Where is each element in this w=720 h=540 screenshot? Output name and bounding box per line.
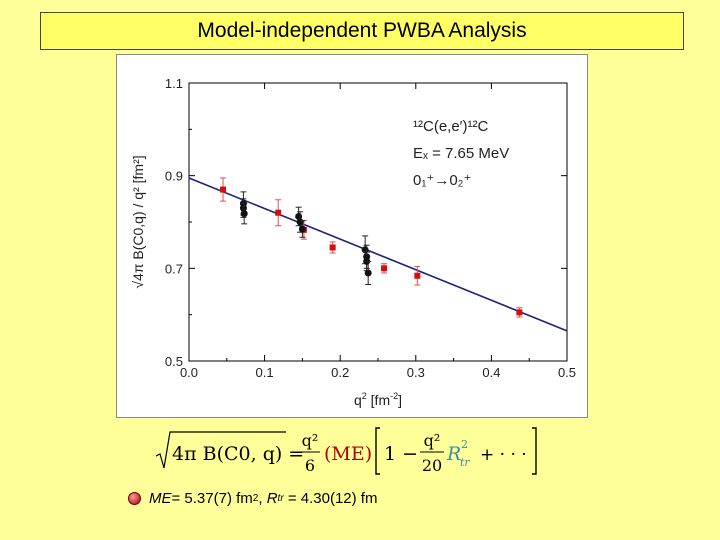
formula-frac1-den: 6 xyxy=(305,456,315,475)
result-me-exp: 2 xyxy=(252,493,259,504)
formula-me: (ME) xyxy=(324,443,372,465)
data-point-red xyxy=(516,309,523,316)
x-tick-label: 0.0 xyxy=(180,365,198,380)
data-point-red xyxy=(329,244,336,251)
data-point-black xyxy=(298,225,306,233)
formula-r-sub: tr xyxy=(460,456,470,469)
data-point-red xyxy=(275,209,282,216)
x-tick-label: 0.5 xyxy=(558,365,576,380)
x-tick-label: 0.4 xyxy=(482,365,500,380)
data-point-black xyxy=(240,210,248,218)
result-r-label: R xyxy=(266,490,278,507)
y-tick-label: 1.1 xyxy=(165,76,183,91)
y-tick-label: 0.7 xyxy=(165,261,183,276)
formula-frac2-den: 20 xyxy=(422,456,442,475)
data-point-black xyxy=(239,204,247,212)
data-point-black xyxy=(364,269,372,277)
result-r-sub: tr xyxy=(277,493,284,504)
chart-annotation: ¹²C(e,e′)¹²C xyxy=(413,118,488,135)
y-tick-label: 0.9 xyxy=(165,169,183,184)
result-separator: , xyxy=(258,490,267,507)
formula-frac1-num: q² xyxy=(302,431,319,450)
chart-annotation: Eₓ = 7.65 MeV xyxy=(413,145,509,162)
formula-one-minus: 1 − xyxy=(384,443,418,465)
x-tick-label: 0.1 xyxy=(256,365,274,380)
x-axis-label: q2 [fm-2] xyxy=(354,391,402,408)
formula-tail: + · · · xyxy=(480,445,527,465)
formula-r: R xyxy=(446,443,461,465)
formula-graphic: 4π B(C0, q) = q² 6 (ME) 1 − q² 20 R 2 tr… xyxy=(155,427,537,475)
pwba-chart: 0.0 0.1 0.2 0.3 0.4 0.5 0.5 0.7 0.9 1.1 ¹²C(e,e′)… xyxy=(130,76,576,408)
y-axis-label: √4π B(C0,q) / q² [fm²] xyxy=(130,155,146,288)
slide-title-text: Model-independent PWBA Analysis xyxy=(197,19,527,42)
data-point-red xyxy=(220,186,227,193)
slide-title: Model-independent PWBA Analysis xyxy=(40,12,684,50)
pwba-formula: 4π B(C0, q) = q² 6 (ME) 1 − q² 20 R 2 tr… xyxy=(150,422,550,482)
plot-frame xyxy=(188,82,568,362)
x-tick-label: 0.3 xyxy=(407,365,425,380)
result-me-value: = 5.37(7) fm xyxy=(171,490,253,507)
formula-r-exp: 2 xyxy=(461,438,468,451)
bullet-icon xyxy=(128,492,141,505)
chart-annotation: 0₁⁺→0₂⁺ xyxy=(413,172,471,189)
formula-lhs: 4π B(C0, q) = xyxy=(172,443,304,465)
result-me-label: ME xyxy=(149,490,172,507)
data-point-red xyxy=(381,265,388,272)
chart-panel: 0.0 0.1 0.2 0.3 0.4 0.5 0.5 0.7 0.9 1.1 ¹²C(e,e′)… xyxy=(116,54,588,418)
result-r-value: = 4.30(12) fm xyxy=(287,490,378,507)
fit-line xyxy=(188,177,568,332)
formula-frac2-num: q² xyxy=(424,431,441,450)
sqrt-symbol xyxy=(155,431,286,469)
x-tick-label: 0.2 xyxy=(331,365,349,380)
y-tick-label: 0.5 xyxy=(165,354,183,369)
data-point-red xyxy=(414,272,421,279)
right-bracket xyxy=(532,427,537,475)
left-bracket xyxy=(375,427,380,475)
